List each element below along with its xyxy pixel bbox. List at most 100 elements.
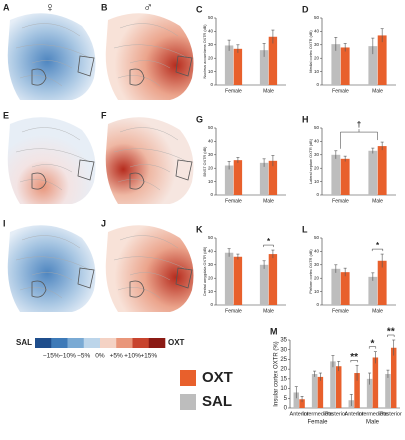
x-tick-label: Male (263, 308, 274, 314)
colorbar-cell (35, 338, 52, 348)
colorbar-cell (51, 338, 68, 348)
y-tick-label: 40 (208, 249, 214, 254)
colorbar-tick-label: −15% (43, 353, 60, 360)
legend-swatch (180, 394, 196, 410)
y-tick-label: 20 (314, 165, 320, 170)
y-tick-label: 50 (314, 15, 320, 20)
x-tick-label: Female (225, 88, 242, 94)
bar (377, 146, 387, 195)
panel-label: I (3, 218, 6, 228)
y-tick-label: 0 (210, 302, 213, 307)
bar (340, 47, 350, 85)
y-axis-label: Central amygdala OXTR (dB) (203, 246, 207, 296)
y-tick-label: 30 (314, 262, 320, 267)
panel-label: D (302, 4, 309, 14)
bar (330, 361, 336, 408)
significance-bracket (387, 334, 395, 337)
bar (317, 376, 324, 408)
x-tick-label: Female (225, 198, 242, 204)
x-tick-label: Anterior (345, 411, 364, 417)
significance-label: * (376, 241, 380, 250)
bar (293, 392, 300, 408)
colorbar-tick-label: −10% (59, 353, 76, 360)
legend-label: OXT (202, 369, 233, 386)
y-tick-label: 0 (284, 406, 288, 412)
brain-i (7, 225, 96, 312)
significance-label: ** (387, 327, 395, 338)
colorbar-cell (132, 338, 150, 348)
panel-label: M (270, 326, 278, 336)
y-tick-label: 20 (208, 55, 214, 60)
y-tick-label: 10 (208, 179, 214, 184)
legend-swatch (180, 370, 196, 386)
annotation-bracket (340, 129, 378, 149)
x-tick-label: Anterior (290, 411, 309, 417)
sex-symbol: ♂ (143, 0, 153, 14)
y-tick-label: 40 (314, 139, 320, 144)
bar (268, 160, 278, 195)
y-tick-label: 25 (280, 357, 287, 363)
y-tick-label: 40 (314, 29, 320, 34)
group-label: Female (307, 420, 328, 426)
annotation: † (357, 120, 361, 129)
y-tick-label: 50 (314, 235, 320, 240)
x-tick-label: Male (263, 88, 274, 94)
y-tick-label: 0 (210, 192, 213, 197)
bar (224, 45, 234, 85)
significance-label: * (267, 237, 271, 246)
y-tick-label: 20 (280, 367, 287, 373)
y-tick-label: 50 (208, 15, 214, 20)
colorbar-high-label: OXT (168, 338, 185, 347)
panel-label: G (196, 114, 203, 124)
bar (377, 35, 387, 85)
bar (331, 154, 341, 195)
panel-label: J (101, 218, 106, 228)
bar (368, 150, 378, 195)
bar (299, 399, 305, 408)
bar (224, 165, 234, 195)
x-tick-label: Intermediate (357, 411, 388, 417)
brain-j (105, 225, 194, 312)
colorbar-cell (100, 338, 117, 348)
panel-label: F (101, 110, 107, 120)
bar (259, 162, 269, 195)
bar (340, 272, 350, 305)
bar (311, 374, 318, 408)
y-tick-label: 15 (280, 376, 287, 382)
bar (233, 256, 243, 305)
y-axis-label: BNST OXTR (dB) (203, 146, 207, 177)
colorbar-cell (148, 338, 166, 348)
panel-label: B (101, 2, 108, 12)
colorbar-tick-label: +10% (124, 353, 141, 360)
y-tick-label: 30 (314, 42, 320, 47)
y-tick-label: 10 (314, 289, 320, 294)
panel-label: C (196, 4, 203, 14)
bar (366, 378, 373, 408)
legend-label: SAL (202, 393, 232, 410)
x-tick-label: Female (332, 308, 349, 314)
bar (377, 260, 387, 305)
bar (390, 347, 397, 408)
significance-label: * (371, 338, 375, 349)
significance-bracket (368, 346, 377, 349)
panel-label: A (3, 2, 10, 12)
bar (385, 374, 391, 408)
x-tick-label: Female (225, 308, 242, 314)
y-tick-label: 30 (314, 152, 320, 157)
x-tick-label: Intermediate (302, 411, 333, 417)
bar (368, 276, 378, 305)
y-axis-label: Insular cortex OXTR (%) (274, 341, 280, 406)
colorbar-cell (116, 338, 133, 348)
colorbar-tick-label: +5% (110, 353, 123, 360)
group-label: Male (366, 420, 380, 426)
y-tick-label: 10 (208, 69, 214, 74)
significance-bracket (350, 360, 358, 363)
colorbar-tick-label: +15% (140, 353, 157, 360)
bar (259, 264, 269, 305)
colorbar-cell (83, 338, 101, 348)
y-tick-label: 20 (208, 165, 214, 170)
sex-symbol: ♀ (45, 0, 55, 14)
bar (259, 50, 269, 85)
bar (335, 366, 342, 408)
